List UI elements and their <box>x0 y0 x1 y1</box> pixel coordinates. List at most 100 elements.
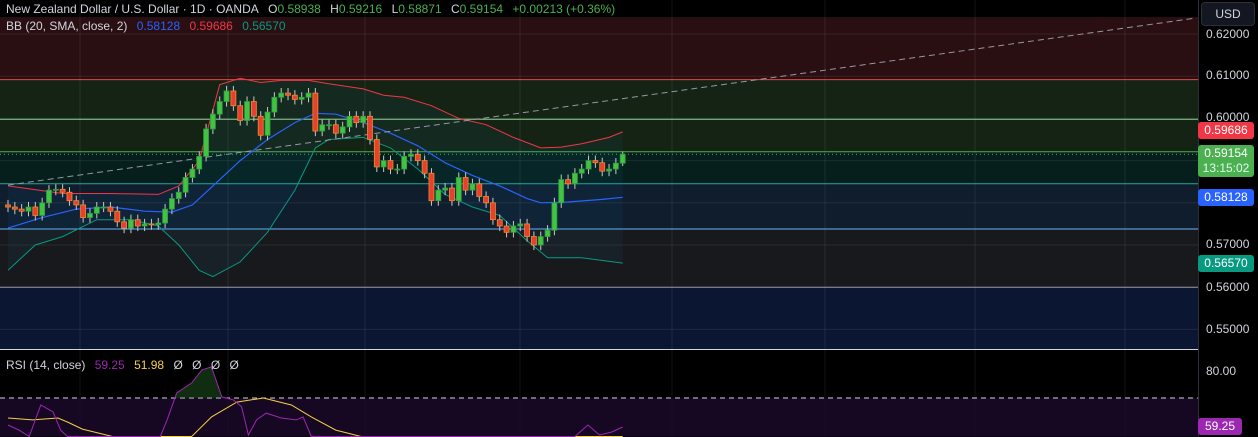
bb-upper-tag: 0.59686 <box>1198 122 1254 139</box>
candle-body <box>455 177 462 202</box>
candle <box>592 155 599 168</box>
candle-body <box>442 187 449 191</box>
candle <box>66 187 73 206</box>
candle <box>87 208 93 223</box>
candle <box>250 96 257 122</box>
price-tick: 0.57000 <box>1206 237 1250 251</box>
candle <box>490 197 496 225</box>
candle <box>182 172 189 198</box>
candle-body <box>401 155 408 170</box>
price-tick: 0.61000 <box>1206 68 1250 82</box>
candle-body <box>73 200 80 206</box>
candle <box>544 225 551 242</box>
candle-body <box>169 198 175 210</box>
bb-legend[interactable]: BB (20, SMA, close, 2) 0.58128 0.59686 0… <box>6 19 292 33</box>
candle-body <box>141 223 148 227</box>
candle <box>565 174 571 189</box>
candle-body <box>476 183 483 197</box>
candle <box>257 111 264 141</box>
candle-body <box>592 160 599 164</box>
candle-body <box>39 202 46 216</box>
candle-body <box>114 210 121 223</box>
candle-body <box>182 177 189 193</box>
candle-body <box>387 160 394 170</box>
candle <box>162 204 168 229</box>
candle <box>264 107 271 141</box>
candle-body <box>360 115 367 124</box>
price-tick: 0.60000 <box>1206 110 1250 124</box>
candle <box>606 163 612 177</box>
rsi-value: 59.25 <box>94 358 125 372</box>
close-value: 0.59154 <box>459 2 504 16</box>
candle <box>435 185 442 206</box>
candle-body <box>209 113 216 130</box>
candle <box>449 182 455 206</box>
candle-body <box>339 126 346 134</box>
price-tick: 0.56000 <box>1206 280 1250 294</box>
candle-body <box>223 90 230 102</box>
candle-body <box>134 219 141 227</box>
candle-body <box>346 115 353 128</box>
bb-lower-value: 0.56570 <box>242 19 286 33</box>
candle-body <box>326 124 332 127</box>
candle <box>387 155 394 175</box>
candle <box>510 220 517 238</box>
candle <box>107 201 114 217</box>
candle-body <box>291 94 298 100</box>
candle-body <box>380 160 387 168</box>
candle <box>401 151 408 175</box>
candle-body <box>128 219 134 229</box>
candle <box>503 220 510 238</box>
bb-basis-tag: 0.58128 <box>1198 189 1254 206</box>
candle <box>428 168 435 206</box>
currency-button[interactable]: USD <box>1201 2 1255 26</box>
rsi-legend[interactable]: RSI (14, close) 59.25 51.98 Ø Ø Ø Ø <box>6 358 245 372</box>
candle-body <box>196 155 203 170</box>
candle <box>114 206 121 227</box>
candle <box>93 201 100 219</box>
candle-body <box>271 96 278 113</box>
candle-body <box>257 115 264 136</box>
bb-label: BB (20, SMA, close, 2) <box>6 19 128 33</box>
candle-body <box>496 219 503 227</box>
candle-body <box>517 223 524 227</box>
candle <box>537 231 544 251</box>
candle-body <box>585 160 592 170</box>
candle-body <box>469 183 476 191</box>
candle-body <box>87 212 93 218</box>
candle <box>571 168 578 189</box>
candle-body <box>18 208 25 212</box>
candle <box>305 88 312 103</box>
candle-body <box>237 105 244 121</box>
candle <box>360 111 367 128</box>
candle-body <box>250 101 257 117</box>
candle-body <box>244 101 250 121</box>
candle-body <box>571 172 578 185</box>
rsi-overbought-fill <box>175 366 223 398</box>
candle <box>11 201 18 215</box>
candle <box>148 218 155 230</box>
candle <box>332 119 339 139</box>
ohlc-high: H0.59216 <box>330 2 382 16</box>
ohlc-open: O0.58938 <box>268 2 321 16</box>
candle <box>196 151 203 175</box>
candle-body <box>46 189 52 204</box>
candle <box>209 109 216 135</box>
candle-body <box>565 179 571 185</box>
price-axis <box>1198 0 1258 437</box>
candle-body <box>5 204 11 208</box>
candle-body <box>544 229 551 237</box>
candle-body <box>462 177 469 191</box>
candle <box>52 184 59 196</box>
candle <box>421 155 428 179</box>
candle <box>442 182 449 196</box>
bb-band-fill <box>8 78 623 277</box>
candle <box>599 157 606 177</box>
candle-body <box>305 92 312 98</box>
symbol-legend: New Zealand Dollar / U.S. Dollar · 1D · … <box>6 2 621 16</box>
candle <box>394 163 401 175</box>
candle <box>121 216 128 234</box>
candle <box>134 214 141 232</box>
candle <box>339 121 346 139</box>
